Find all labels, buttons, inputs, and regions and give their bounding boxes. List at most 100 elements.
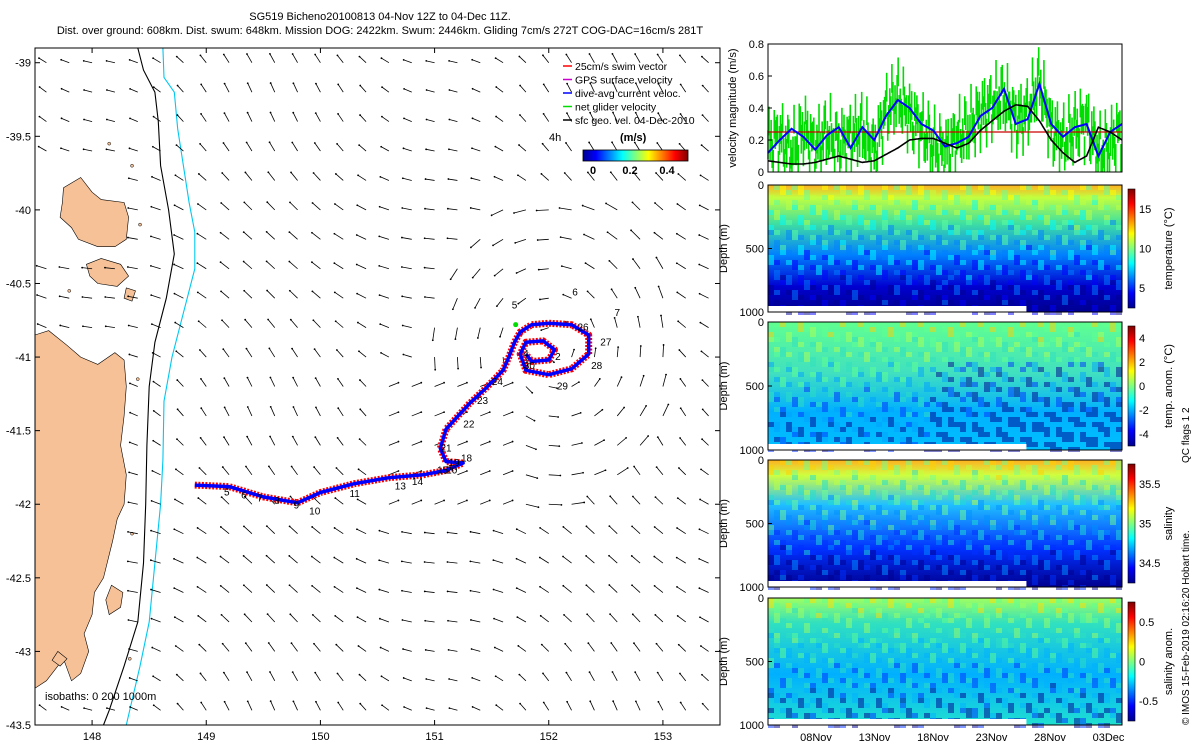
net-velocity-marker bbox=[513, 322, 519, 328]
time-tick-3: 23Nov bbox=[976, 732, 1008, 744]
velocity-ylabel: velocity magnitude (m/s) bbox=[727, 48, 739, 167]
depth-tick-0-2: 1000 bbox=[740, 307, 764, 319]
depth-tick-3-1: 500 bbox=[746, 657, 764, 669]
map-y-tick-4: -41 bbox=[15, 352, 31, 364]
isobath-1000m bbox=[125, 47, 196, 726]
section-cbar-tick-1-0: -4 bbox=[1139, 429, 1149, 441]
section-cbar-label-2: salinity bbox=[1163, 506, 1175, 540]
section-ylabel-0: Depth (m) bbox=[718, 224, 730, 273]
time-tick-4: 28Nov bbox=[1034, 732, 1066, 744]
current-speed-line bbox=[767, 80, 1123, 159]
section-field bbox=[768, 322, 1122, 450]
time-tick-2: 18Nov bbox=[917, 732, 949, 744]
islet bbox=[130, 163, 134, 168]
day-label-3: 26 bbox=[577, 323, 589, 334]
time-tick-5: 03Dec bbox=[1093, 732, 1125, 744]
section-cbar-tick-1-1: -2 bbox=[1139, 405, 1149, 417]
day-label-7: 4 bbox=[523, 349, 529, 360]
depth-tick-3-0: 0 bbox=[758, 593, 764, 605]
section-cbar-tick-0-1: 10 bbox=[1139, 244, 1151, 256]
map-x-tick-2: 150 bbox=[311, 731, 329, 743]
section-panel-3: 0 500 1000 Depth (m) -0.5 0 0.5 salinity anom. bbox=[718, 593, 1175, 732]
section-colorbar-2 bbox=[1127, 463, 1136, 584]
depth-tick-3-2: 1000 bbox=[740, 720, 764, 732]
section-cbar-tick-1-4: 4 bbox=[1139, 333, 1145, 345]
depth-tick-2-0: 0 bbox=[758, 455, 764, 467]
day-label-5: 2 bbox=[555, 352, 561, 363]
section-ylabel-3: Depth (m) bbox=[718, 637, 730, 686]
day-label-24: 7 bbox=[257, 493, 263, 504]
sfc-velocity-arrows bbox=[35, 52, 709, 711]
missing-data-strip bbox=[768, 306, 1027, 312]
velocity-y-tick-0: 0 bbox=[758, 167, 764, 179]
day-label-4: 27 bbox=[600, 337, 612, 348]
time-tick-0: 08Nov bbox=[800, 732, 832, 744]
legend-label-3: net glider velocity bbox=[575, 102, 657, 114]
peninsula-land bbox=[51, 650, 68, 667]
cape-barren-island-land bbox=[86, 258, 129, 287]
flinders-island-land bbox=[59, 177, 129, 247]
section-colorbar-1 bbox=[1127, 325, 1136, 447]
map-legend: 25cm/s swim vector GPS surface velocitydi… bbox=[563, 61, 695, 127]
day-label-9: 24 bbox=[492, 377, 504, 388]
colorbar-tick-0: 0 bbox=[590, 165, 596, 177]
map-y-tick-2: -40 bbox=[15, 205, 31, 217]
section-cbar-label-1: temp. anom. (°C) bbox=[1163, 344, 1175, 428]
day-label-14: 19 bbox=[448, 458, 460, 469]
section-cbar-tick-2-1: 35 bbox=[1139, 519, 1151, 531]
day-label-19: 13 bbox=[395, 482, 407, 493]
isobath-200m bbox=[102, 47, 175, 726]
colorbar-bar bbox=[582, 149, 689, 162]
velocity-y-tick-3: 0.6 bbox=[749, 71, 764, 83]
section-ylabel-1: Depth (m) bbox=[718, 362, 730, 411]
day-label-16: 20 bbox=[446, 465, 458, 476]
day-label-22: 9 bbox=[294, 501, 300, 512]
section-cbar-tick-0-0: 5 bbox=[1139, 283, 1145, 295]
legend-label-4: sfc geo. vel. 04-Dec-2010 bbox=[575, 115, 695, 127]
map-y-tick-3: -40.5 bbox=[6, 278, 31, 290]
map-y-tick-0: -39 bbox=[15, 58, 31, 70]
time-tick-1: 13Nov bbox=[859, 732, 891, 744]
section-panel-0: 0 500 1000 Depth (m) 5 10 15 temperature (°C) bbox=[718, 180, 1175, 319]
depth-tick-1-0: 0 bbox=[758, 317, 764, 329]
day-label-10: 29 bbox=[557, 381, 569, 392]
legend-label-0: 25cm/s swim vector bbox=[575, 61, 668, 73]
depth-tick-0-0: 0 bbox=[758, 180, 764, 192]
credit-text: © IMOS 15-Feb-2019 02:16:20 Hobart time. bbox=[1181, 530, 1192, 725]
geostrophic-speed-line bbox=[767, 103, 1123, 165]
map-x-tick-0: 148 bbox=[83, 731, 101, 743]
section-colorbar-3 bbox=[1127, 601, 1136, 722]
missing-data-strip bbox=[768, 719, 1027, 725]
islet bbox=[138, 222, 142, 227]
day-label-6: 28 bbox=[591, 361, 603, 372]
section-field bbox=[768, 185, 1122, 312]
islet bbox=[67, 289, 71, 293]
section-cbar-tick-3-0: -0.5 bbox=[1139, 696, 1158, 708]
day-label-20: 11 bbox=[349, 489, 360, 500]
islet bbox=[107, 141, 111, 146]
section-panel-2: 0 500 1000 Depth (m) 34.5 35 35.5 salinity bbox=[718, 455, 1175, 594]
islet bbox=[136, 377, 140, 381]
legend-label-1: GPS surface velocity bbox=[575, 75, 673, 87]
colorbar-4h: 4h bbox=[549, 132, 561, 144]
depth-tick-1-1: 500 bbox=[746, 381, 764, 393]
day-label-23: 8 bbox=[274, 496, 280, 507]
colorbar-tick-1: 0.2 bbox=[622, 165, 637, 177]
section-cbar-tick-2-0: 34.5 bbox=[1139, 558, 1160, 570]
depth-tick-0-1: 500 bbox=[746, 244, 764, 256]
map-frame bbox=[34, 47, 721, 726]
section-colorbar-0 bbox=[1127, 188, 1136, 309]
day-label-13: 21 bbox=[440, 443, 452, 454]
clarke-island-land bbox=[123, 287, 136, 302]
day-label-15: 18 bbox=[461, 454, 473, 465]
map-x-tick-3: 151 bbox=[425, 731, 443, 743]
colorbar-title: (m/s) bbox=[620, 132, 647, 144]
day-label-12: 22 bbox=[463, 420, 475, 431]
day-label-2: 7 bbox=[614, 308, 620, 319]
map-y-tick-8: -43 bbox=[15, 646, 31, 658]
map-y-tick-6: -42 bbox=[15, 499, 31, 511]
section-cbar-tick-2-2: 35.5 bbox=[1139, 479, 1160, 491]
velocity-y-tick-4: 0.8 bbox=[749, 39, 764, 51]
missing-data-strip bbox=[768, 581, 1027, 587]
